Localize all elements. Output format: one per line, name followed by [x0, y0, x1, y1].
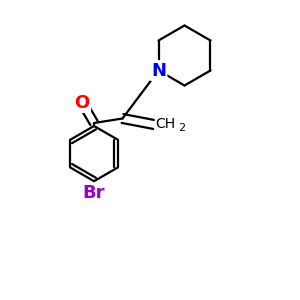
Text: O: O [74, 94, 90, 112]
Text: CH: CH [155, 117, 176, 131]
Text: Br: Br [83, 184, 105, 202]
Text: 2: 2 [178, 123, 185, 133]
Text: N: N [151, 61, 166, 80]
